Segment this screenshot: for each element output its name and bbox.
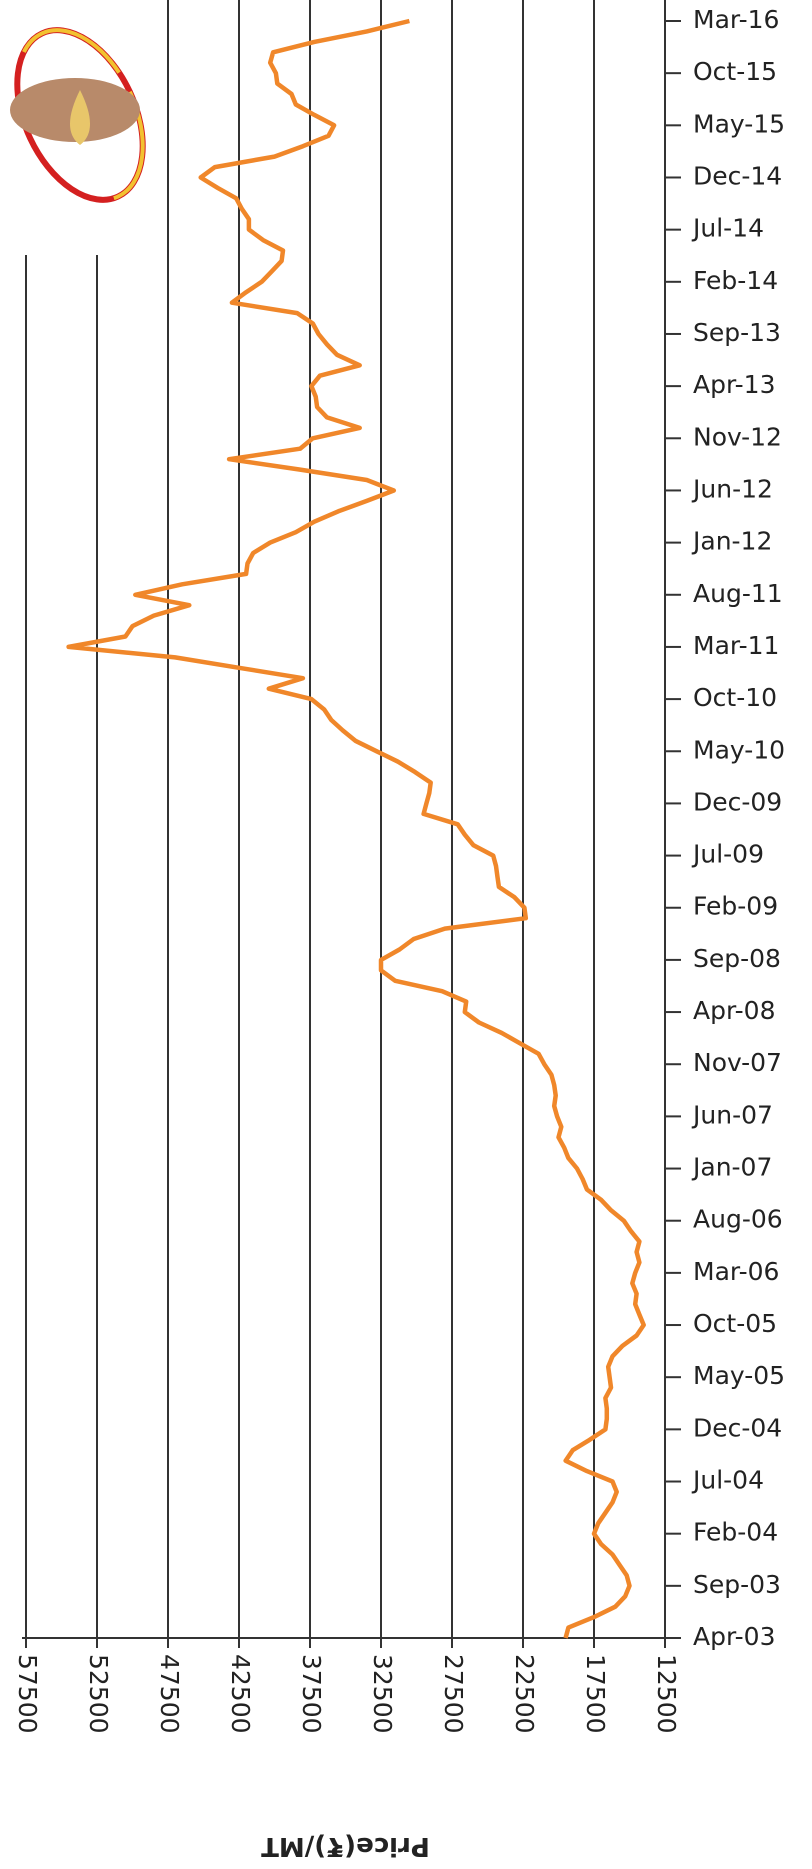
x-tick-label: 57500 bbox=[13, 1654, 42, 1734]
y-tick-label: May-10 bbox=[693, 735, 785, 764]
axis-title: Price(₹)/MT bbox=[261, 1831, 430, 1861]
y-tick-label: Nov-12 bbox=[693, 422, 782, 451]
y-tick-label: Mar-06 bbox=[693, 1257, 779, 1286]
y-tick-label: Jun-07 bbox=[691, 1100, 773, 1129]
y-tick-label: Mar-16 bbox=[693, 5, 779, 34]
x-tick-label: 52500 bbox=[84, 1654, 113, 1734]
x-tick-label: 22500 bbox=[510, 1654, 539, 1734]
y-tick-label: Sep-13 bbox=[693, 318, 781, 347]
page: {"chart_data": {"type": "line", "orienta… bbox=[0, 0, 812, 1865]
y-tick-label: Feb-04 bbox=[693, 1518, 778, 1547]
y-tick-label: Feb-14 bbox=[693, 266, 778, 295]
y-tick-label: May-05 bbox=[693, 1361, 785, 1390]
y-tick-label: Jul-14 bbox=[691, 214, 764, 243]
x-tick-label: 37500 bbox=[297, 1654, 326, 1734]
y-tick-label: Oct-05 bbox=[693, 1309, 777, 1338]
y-tick-label: Mar-11 bbox=[693, 631, 779, 660]
logo bbox=[0, 0, 168, 255]
y-tick-label: Jul-04 bbox=[691, 1466, 764, 1495]
line bbox=[69, 21, 644, 1638]
y-tick-label: Sep-08 bbox=[693, 944, 781, 973]
y-tick-label: Dec-04 bbox=[693, 1413, 782, 1442]
x-tick-label: 42500 bbox=[226, 1654, 255, 1734]
plot-area: 57500 52500 47500 42500 37500 32500 27500 22500… bbox=[13, 0, 785, 1734]
y-tick-label: Apr-13 bbox=[693, 370, 775, 399]
y-tick-label: Oct-10 bbox=[693, 683, 777, 712]
y-tick-label: Jun-12 bbox=[691, 474, 773, 503]
y-tick-label: Sep-03 bbox=[693, 1570, 781, 1599]
chart: 57500 52500 47500 42500 37500 32500 27500 22500… bbox=[0, 0, 812, 1865]
y-tick-label: Dec-14 bbox=[693, 161, 782, 190]
y-tick-label: Oct-15 bbox=[693, 57, 777, 86]
y-tick-label: Feb-09 bbox=[693, 892, 778, 921]
y-tick-label: Jan-07 bbox=[691, 1153, 772, 1182]
y-tick-label: Aug-06 bbox=[693, 1205, 783, 1234]
y-tick-label: May-15 bbox=[693, 109, 785, 138]
x-tick-label: 47500 bbox=[155, 1654, 184, 1734]
x-tick-label: 17500 bbox=[581, 1654, 610, 1734]
y-tick-label: Dec-09 bbox=[693, 787, 782, 816]
y-tick-label: Apr-03 bbox=[693, 1622, 775, 1651]
x-tick-label: 27500 bbox=[439, 1654, 468, 1734]
y-tick-label: Aug-11 bbox=[693, 579, 783, 608]
y-tick-label: Nov-07 bbox=[693, 1048, 782, 1077]
x-tick-label: 32500 bbox=[368, 1654, 397, 1734]
y-tick-label: Jan-12 bbox=[691, 527, 772, 556]
y-tick-label: Jul-09 bbox=[691, 840, 764, 869]
y-tick-label: Apr-08 bbox=[693, 996, 775, 1025]
x-tick-label: 12500 bbox=[652, 1654, 681, 1734]
